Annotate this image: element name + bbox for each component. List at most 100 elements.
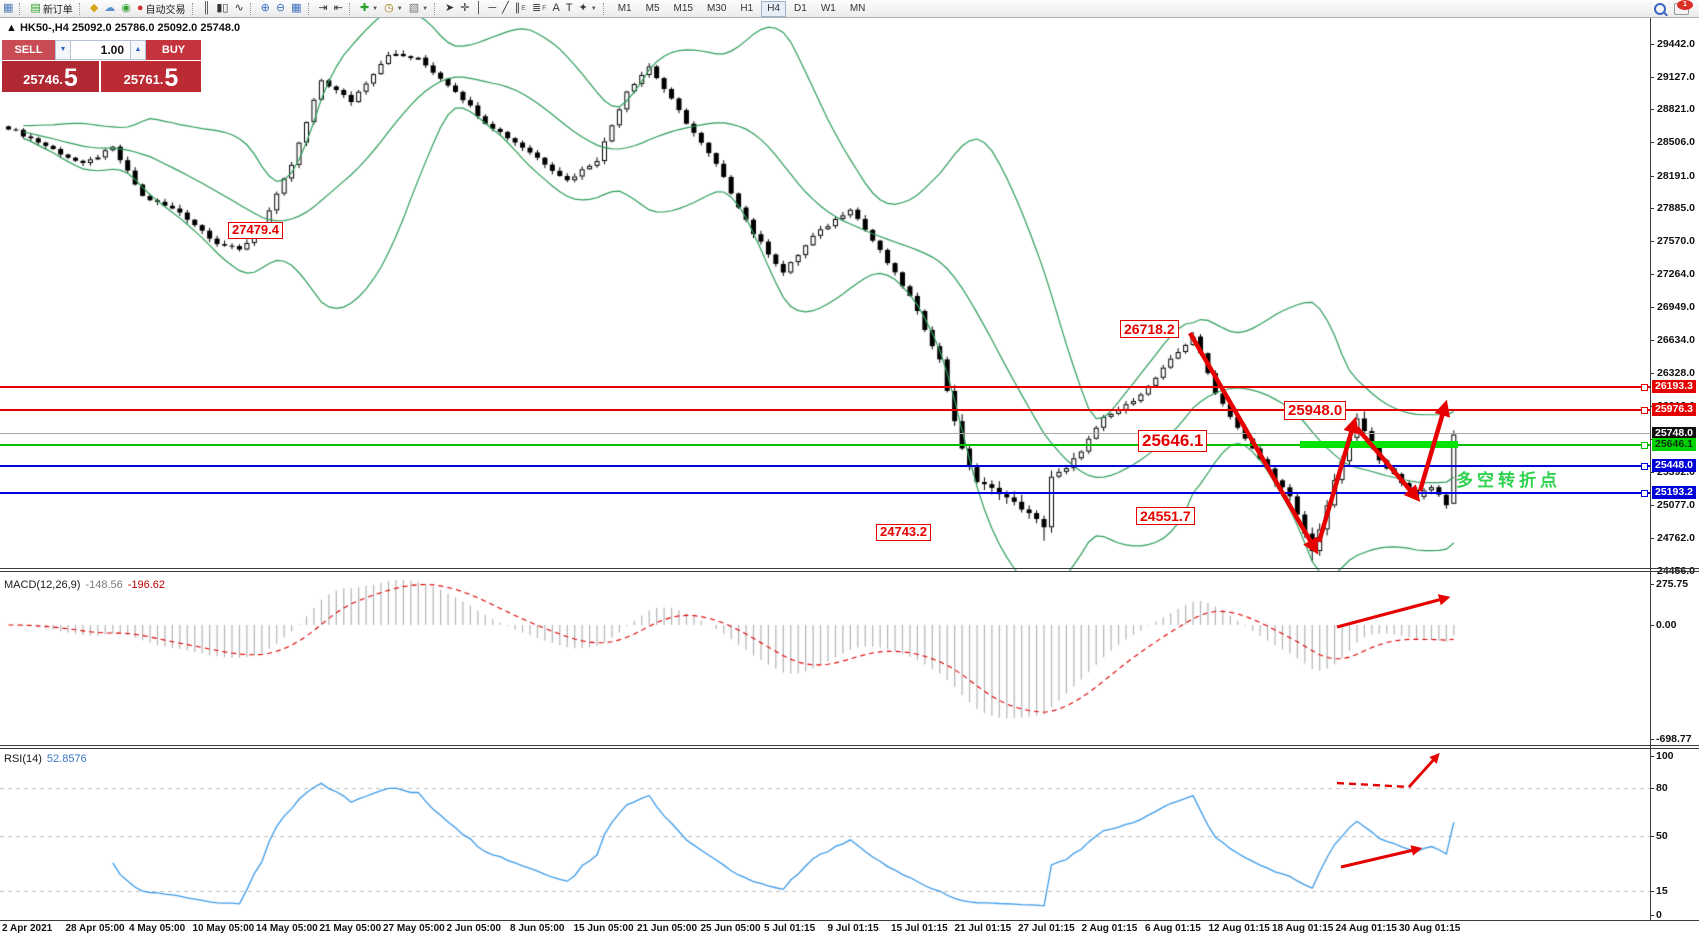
price-tick (1650, 505, 1654, 506)
time-axis-label: 30 Aug 01:15 (1399, 923, 1461, 934)
market-watch-icon[interactable]: ◆ (87, 1, 101, 16)
timeframe-D1[interactable]: D1 (794, 2, 807, 14)
timeframe-M30[interactable]: M30 (706, 2, 727, 14)
price-tick-label: 28506.0 (1657, 136, 1695, 148)
support-line-25646[interactable] (0, 444, 1650, 446)
time-axis-label: 2 Jun 05:00 (446, 923, 501, 934)
price-tick (1650, 208, 1654, 209)
chat-icon[interactable]: 1 (1674, 0, 1693, 15)
signals-icon[interactable]: ◉ (118, 1, 134, 16)
rsi-tick (1650, 891, 1654, 892)
sell-price-big-digit: 5 (63, 64, 78, 92)
text-tool[interactable]: A (549, 1, 562, 16)
resistance-line-26193[interactable] (0, 386, 1650, 388)
channel-tool[interactable]: ∥ E (512, 1, 529, 16)
chart-shift-icon-glyph: ⇤ (333, 2, 343, 14)
add-indicator-button[interactable]: ✚ ▼ (357, 1, 381, 16)
period-button[interactable]: ◷ ▼ (381, 1, 406, 16)
price-annotation[interactable]: 24743.2 (876, 524, 931, 541)
timeframe-M1[interactable]: M1 (617, 2, 632, 14)
signals-icon-glyph: ◉ (121, 2, 131, 14)
macd-tick (1650, 625, 1654, 626)
support-line-25193[interactable] (0, 492, 1650, 494)
highlight-level-bar[interactable] (1300, 441, 1458, 448)
trendline-tool[interactable]: ╱ (499, 1, 512, 16)
volume-increase-button[interactable]: ▲ (130, 40, 146, 60)
volume-decrease-button[interactable]: ▼ (55, 40, 71, 60)
label-tool[interactable]: T (563, 1, 576, 16)
time-axis-label: 2 Apr 2021 (2, 923, 53, 934)
vertical-line-tool[interactable]: │ (472, 1, 485, 16)
rsi-tick-label: 80 (1656, 782, 1668, 794)
volume-input[interactable]: 1.00 (71, 40, 130, 60)
price-tick-label: 25077.0 (1657, 499, 1695, 511)
panel-separator (0, 568, 1699, 569)
cursor-tool[interactable]: ➤ (442, 1, 457, 16)
candlestick-chart-icon[interactable]: ▮▯ (213, 1, 231, 16)
price-tick (1650, 77, 1654, 78)
auto-trading-button-label: 自动交易 (145, 5, 186, 16)
timeframe-W1[interactable]: W1 (820, 2, 836, 14)
chart-window-icon-glyph: ▦ (3, 2, 14, 14)
support-line-25448-handle[interactable] (1641, 463, 1648, 470)
chart-shift-icon[interactable]: ⇤ (331, 1, 346, 16)
search-icon[interactable] (1654, 2, 1666, 15)
price-annotation[interactable]: 25948.0 (1284, 401, 1347, 421)
crosshair-tool[interactable]: ✛ (457, 1, 472, 16)
sell-price-display[interactable]: 25746. 5 (2, 61, 99, 92)
template-button[interactable]: ▧ ▼ (406, 1, 431, 16)
fibonacci-tool[interactable]: ≣ F (529, 1, 550, 16)
zoom-in-icon-glyph: ⊕ (260, 2, 270, 14)
price-annotation[interactable]: 27479.4 (228, 222, 283, 239)
period-glyph: ◷ (384, 2, 394, 14)
horizontal-line-glyph: ─ (488, 2, 497, 14)
price-annotation[interactable]: 25646.1 (1138, 430, 1208, 452)
price-annotation[interactable]: 24551.7 (1136, 507, 1195, 526)
line-chart-icon[interactable]: ∿ (231, 1, 246, 16)
auto-scroll-icon[interactable]: ⇥ (316, 1, 331, 16)
rsi-value: 52.8576 (46, 753, 87, 765)
price-tick-label: 27885.0 (1657, 202, 1695, 214)
tile-windows-icon[interactable]: ▦ (288, 1, 304, 16)
bid-price-line[interactable] (0, 433, 1650, 434)
zoom-in-icon[interactable]: ⊕ (258, 1, 273, 16)
channel-glyph: ∥ (514, 2, 521, 14)
toolbar-separator (249, 2, 255, 15)
resistance-line-25976[interactable] (0, 409, 1650, 411)
support-line-25193-handle[interactable] (1641, 490, 1648, 497)
rsi-tick-label: 0 (1656, 909, 1662, 921)
auto-scroll-icon-glyph: ⇥ (318, 2, 328, 14)
support-line-25448[interactable] (0, 465, 1650, 467)
resistance-line-25976-handle[interactable] (1641, 407, 1648, 414)
dropdown-arrow-icon: ▼ (372, 5, 379, 12)
data-window-icon[interactable]: ☁ (101, 1, 118, 16)
time-axis-label: 2 Aug 01:15 (1081, 923, 1138, 934)
timeframe-M5[interactable]: M5 (645, 2, 660, 14)
price-axis-badge: 25646.1 (1652, 438, 1696, 451)
auto-trading-button[interactable]: ● 自动交易 (134, 1, 189, 16)
macd-name: MACD(12,26,9) (4, 579, 81, 591)
timeframe-M15[interactable]: M15 (673, 2, 693, 14)
buy-button[interactable]: BUY (146, 40, 201, 60)
timeframe-H4[interactable]: H4 (761, 0, 787, 17)
rsi-tick-label: 15 (1656, 885, 1668, 897)
buy-price-display[interactable]: 25761. 5 (101, 61, 201, 92)
rsi-indicator-label: RSI(14) 52.8576 (4, 753, 87, 765)
turning-point-text[interactable]: 多空转折点 (1456, 471, 1561, 490)
shapes-tool[interactable]: ✦ ▼ (576, 1, 600, 16)
timeframe-H1[interactable]: H1 (740, 2, 754, 14)
horizontal-line-tool[interactable]: ─ (485, 1, 499, 16)
bar-chart-icon[interactable]: ║ (200, 1, 214, 16)
timeframe-MN[interactable]: MN (849, 2, 866, 14)
data-window-icon-glyph: ☁ (104, 2, 116, 14)
tool-subscript: E (521, 5, 526, 12)
price-annotation[interactable]: 26718.2 (1120, 320, 1179, 339)
sell-button[interactable]: SELL (2, 40, 55, 60)
support-line-25646-handle[interactable] (1641, 442, 1648, 449)
new-order-button[interactable]: ▤ 新订单 (27, 1, 75, 16)
chart-window-icon[interactable]: ▦ (0, 1, 16, 16)
zoom-out-icon[interactable]: ⊖ (273, 1, 288, 16)
macd-main-value: -148.56 (85, 579, 123, 591)
resistance-line-26193-handle[interactable] (1641, 384, 1648, 391)
